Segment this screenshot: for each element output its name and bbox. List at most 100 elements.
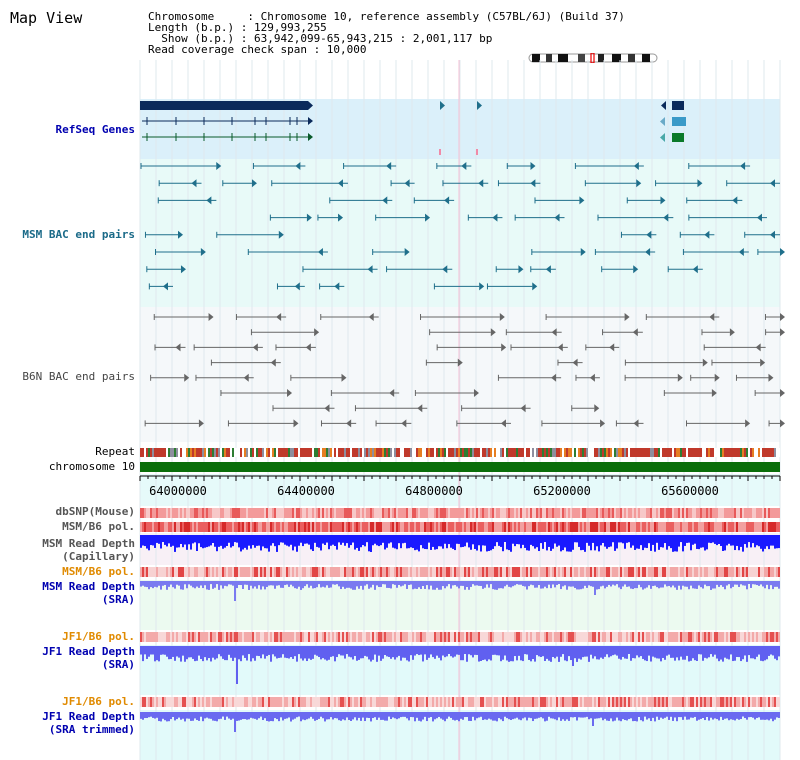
- polymorphism-cell: [754, 567, 756, 577]
- read-depth-bar: [524, 535, 526, 548]
- chromosome-bar[interactable]: [140, 462, 780, 472]
- polymorphism-cell: [744, 522, 746, 532]
- read-depth-bar: [398, 712, 400, 719]
- bac-end-arrow: [755, 343, 761, 352]
- polymorphism-cell: [448, 522, 450, 532]
- polymorphism-cell: [562, 697, 564, 707]
- polymorphism-cell: [380, 508, 382, 518]
- polymorphism-cell: [726, 632, 728, 642]
- read-depth-bar: [492, 535, 494, 549]
- polymorphism-cell: [232, 632, 234, 642]
- polymorphism-cell: [410, 632, 412, 642]
- polymorphism-cell: [464, 508, 466, 518]
- bac-end-arrow: [632, 328, 638, 337]
- read-depth-bar: [756, 535, 758, 546]
- polymorphism-cell: [168, 632, 170, 642]
- read-depth-bar: [432, 646, 434, 658]
- read-depth-bar: [270, 646, 272, 662]
- repeat-element: [146, 448, 148, 457]
- polymorphism-cell: [572, 632, 574, 642]
- msm-bac-end-pairs-label[interactable]: MSM BAC end pairs: [22, 228, 135, 241]
- read-depth-bar: [198, 712, 200, 721]
- read-depth-bar: [384, 581, 386, 585]
- polymorphism-cell: [496, 632, 498, 642]
- polymorphism-cell: [482, 522, 484, 532]
- polymorphism-cell: [744, 508, 746, 518]
- read-depth-bar: [746, 646, 748, 662]
- refseq-genes-label[interactable]: RefSeq Genes: [55, 123, 135, 136]
- read-depth-bar: [238, 535, 240, 548]
- read-depth-bar: [466, 712, 468, 718]
- bac-end-arrow: [198, 419, 204, 428]
- bac-end-arrow: [677, 373, 683, 382]
- gene-feature[interactable]: [477, 101, 482, 110]
- bac-end-arrow: [704, 230, 710, 239]
- polymorphism-cell: [698, 508, 700, 518]
- gene-feature[interactable]: [672, 133, 684, 142]
- polymorphism-cell: [752, 522, 754, 532]
- read-depth-bar: [580, 535, 582, 551]
- polymorphism-cell: [730, 508, 732, 518]
- gene-feature[interactable]: [140, 101, 308, 110]
- polymorphism-cell: [290, 632, 292, 642]
- polymorphism-cell: [528, 508, 530, 518]
- polymorphism-cell: [728, 508, 730, 518]
- read-depth-bar: [206, 535, 208, 548]
- polymorphism-cell: [198, 697, 200, 707]
- repeat-element: [774, 448, 776, 457]
- read-depth-bar: [478, 646, 480, 662]
- read-depth-bar: [254, 581, 256, 587]
- polymorphism-cell: [372, 567, 374, 577]
- polymorphism-cell: [686, 567, 688, 577]
- read-depth-bar: [776, 646, 778, 661]
- read-depth-bar: [752, 712, 754, 718]
- polymorphism-cell: [274, 522, 276, 532]
- repeat-element: [536, 448, 538, 457]
- gene-feature[interactable]: [672, 101, 684, 110]
- polymorphism-cell: [680, 508, 682, 518]
- polymorphism-cell: [716, 567, 718, 577]
- read-depth-bar: [470, 535, 472, 550]
- read-depth-bar: [210, 581, 212, 585]
- polymorphism-cell: [258, 522, 260, 532]
- bac-end-arrow: [216, 162, 222, 170]
- read-depth-bar: [674, 712, 676, 718]
- polymorphism-cell: [436, 697, 438, 707]
- read-depth-bar: [366, 646, 368, 657]
- polymorphism-cell: [502, 632, 504, 642]
- b6n-bac-end-pairs-label[interactable]: B6N BAC end pairs: [22, 370, 135, 383]
- polymorphism-cell: [292, 697, 294, 707]
- read-depth-bar: [578, 581, 580, 590]
- polymorphism-cell: [720, 632, 722, 642]
- read-depth-bar: [144, 712, 146, 719]
- polymorphism-cell: [330, 632, 332, 642]
- read-depth-bar: [514, 535, 516, 547]
- polymorphism-cell: [672, 522, 674, 532]
- polymorphism-cell: [220, 508, 222, 518]
- bac-end-arrow: [580, 248, 586, 256]
- gene-feature[interactable]: [440, 101, 445, 110]
- read-depth-bar: [668, 646, 670, 655]
- polymorphism-cell: [676, 508, 678, 518]
- polymorphism-cell: [582, 697, 584, 707]
- read-depth-bar: [572, 646, 574, 666]
- read-depth-bar: [544, 535, 546, 543]
- polymorphism-cell: [524, 697, 526, 707]
- polymorphism-cell: [760, 567, 762, 577]
- read-depth-bar: [222, 646, 224, 659]
- polymorphism-cell: [652, 632, 654, 642]
- read-depth-bar: [202, 581, 204, 589]
- chromosome-ideogram[interactable]: [528, 53, 658, 63]
- gene-feature[interactable]: [672, 117, 686, 126]
- read-depth-bar: [624, 581, 626, 585]
- polymorphism-cell: [174, 522, 176, 532]
- polymorphism-cell: [516, 697, 518, 707]
- read-depth-bar: [704, 646, 706, 658]
- read-depth-bar: [158, 712, 160, 722]
- polymorphism-cell: [386, 697, 388, 707]
- read-depth-bar: [686, 712, 688, 720]
- read-depth-bar: [312, 535, 314, 551]
- polymorphism-cell: [142, 567, 144, 577]
- read-depth-bar: [658, 535, 660, 550]
